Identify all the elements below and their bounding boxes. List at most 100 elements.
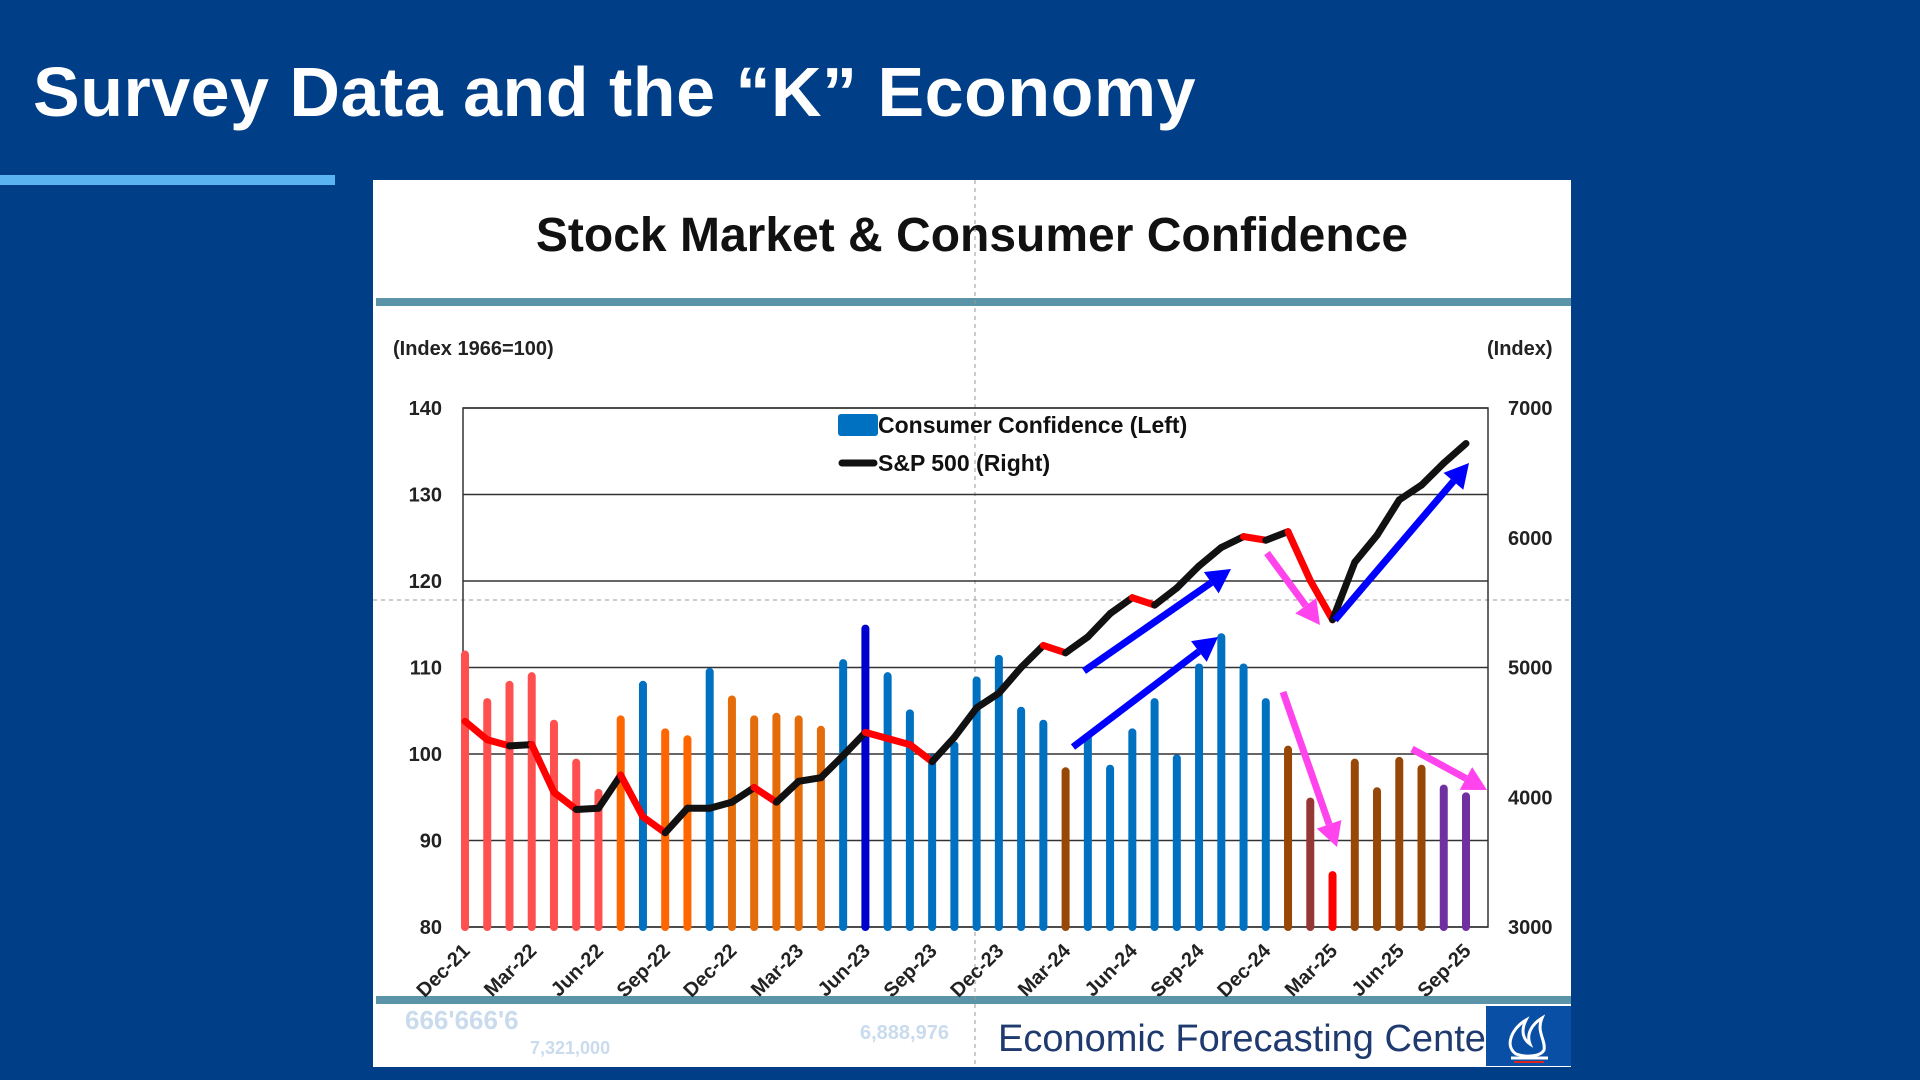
bar-base — [1083, 925, 1092, 927]
watermark-number: 7,321,000 — [530, 1038, 611, 1058]
bar-base — [816, 925, 825, 927]
watermark-number: 6,888,976 — [860, 1022, 949, 1044]
sp500-line-segment — [1262, 528, 1292, 544]
bar-base — [1306, 925, 1315, 927]
sp500-line-segment — [594, 771, 625, 812]
x-tick-label: Dec-23 — [946, 940, 1008, 1002]
sp500-line-segment — [1084, 610, 1114, 641]
bar-base — [727, 925, 736, 927]
legend-label: S&P 500 (Right) — [878, 450, 1050, 476]
down-arrow-head — [1316, 820, 1342, 847]
sp500-line-segment — [1440, 440, 1470, 467]
slide-title: Survey Data and the “K” Economy — [33, 53, 1197, 131]
sp500-line-segment — [1151, 584, 1181, 609]
bar-base — [1284, 925, 1293, 927]
chart-title: Stock Market & Consumer Confidence — [535, 209, 1409, 262]
sp500-line-segment — [661, 804, 691, 837]
footer-divider — [376, 996, 1571, 1004]
left-tick-label: 110 — [410, 658, 442, 680]
bar-base — [861, 925, 870, 927]
bar-base — [1039, 925, 1048, 927]
up-arrow — [1082, 579, 1214, 674]
left-tick-label: 140 — [409, 398, 442, 420]
legend-swatch-bar — [838, 414, 878, 436]
bar-base — [1017, 925, 1026, 927]
x-tick-label: Jun-24 — [1081, 939, 1143, 1001]
bar-base — [839, 925, 848, 927]
sp500-line-segment — [950, 704, 981, 741]
x-tick-label: Dec-24 — [1213, 939, 1276, 1002]
sp500-line-segment — [617, 771, 647, 821]
bar-base — [1128, 925, 1137, 927]
bar-base — [1217, 925, 1226, 927]
x-tick-label: Mar-25 — [1281, 940, 1342, 1001]
bar-base — [594, 925, 603, 927]
bar-base — [661, 925, 670, 927]
sp500-line-segment — [572, 804, 602, 813]
sp500-line-segment — [995, 664, 1025, 697]
left-tick-label: 120 — [409, 571, 442, 593]
sp500-line-segment — [772, 777, 803, 806]
right-tick-label: 5000 — [1508, 658, 1553, 680]
watermark-number: 666'666'6 — [405, 1005, 519, 1035]
bar-base — [972, 925, 981, 927]
sp500-line-segment — [1039, 641, 1070, 657]
x-tick-label: Dec-21 — [413, 940, 475, 1002]
sp500-line-segment — [1284, 528, 1314, 585]
sp500-line-segment — [528, 741, 558, 796]
bar-base — [549, 925, 558, 927]
sp500-line-segment — [1128, 594, 1159, 609]
x-tick-label: Dec-22 — [680, 940, 742, 1002]
right-tick-label: 4000 — [1508, 787, 1553, 809]
bar-base — [638, 925, 647, 927]
down-arrow — [1264, 550, 1309, 608]
left-tick-label: 130 — [409, 485, 442, 507]
sp500-line-segment — [1395, 481, 1426, 504]
x-tick-label: Mar-22 — [480, 940, 541, 1001]
legend-label: Consumer Confidence (Left) — [878, 412, 1187, 438]
bar-base — [905, 925, 914, 927]
bar-base — [572, 925, 581, 927]
x-tick-label: Jun-23 — [814, 940, 875, 1001]
sp500-line-segment — [817, 752, 847, 782]
bar-base — [505, 925, 514, 927]
bar-base — [1261, 925, 1270, 927]
bar-base — [1350, 925, 1359, 927]
sp500-line-segment — [750, 784, 780, 806]
flame-logo-icon — [1508, 1014, 1548, 1063]
up-arrow-head — [1443, 463, 1469, 490]
bar-base — [483, 925, 492, 927]
bar-base — [1395, 925, 1404, 927]
bar-base — [1462, 925, 1470, 927]
bar-base — [1373, 925, 1382, 927]
bar-base — [794, 925, 803, 927]
sp500-line-segment — [1373, 496, 1403, 539]
bar-base — [705, 925, 714, 927]
sp500-line-segment — [1306, 577, 1337, 624]
down-arrow-head — [1295, 597, 1320, 625]
sp500-line-segment — [906, 741, 936, 766]
sp500-line-segment — [1195, 543, 1225, 570]
bar-base — [994, 925, 1003, 927]
sp500-line-segment — [928, 733, 958, 766]
bar-base — [1417, 925, 1426, 927]
bar-base — [883, 925, 892, 927]
x-tick-label: Sep-22 — [613, 940, 675, 1002]
sp500-line-segment — [1418, 459, 1448, 489]
up-arrow-head — [1191, 637, 1218, 662]
bar-base — [950, 925, 959, 927]
bar-base — [772, 925, 781, 927]
sp500-line-segment — [1017, 641, 1047, 671]
sp500-line-segment — [461, 717, 491, 744]
left-tick-label: 100 — [409, 744, 442, 766]
x-tick-label: Mar-23 — [747, 940, 808, 1001]
up-arrow — [1070, 648, 1201, 750]
sp500-line-segment — [483, 736, 513, 750]
bar-base — [683, 925, 692, 927]
bar-base — [1328, 925, 1337, 927]
sp500-line-segment — [706, 798, 736, 812]
bar-base — [750, 925, 759, 927]
up-arrow — [1332, 478, 1457, 623]
bar-base — [928, 925, 937, 927]
sp500-line-segment — [839, 728, 869, 760]
